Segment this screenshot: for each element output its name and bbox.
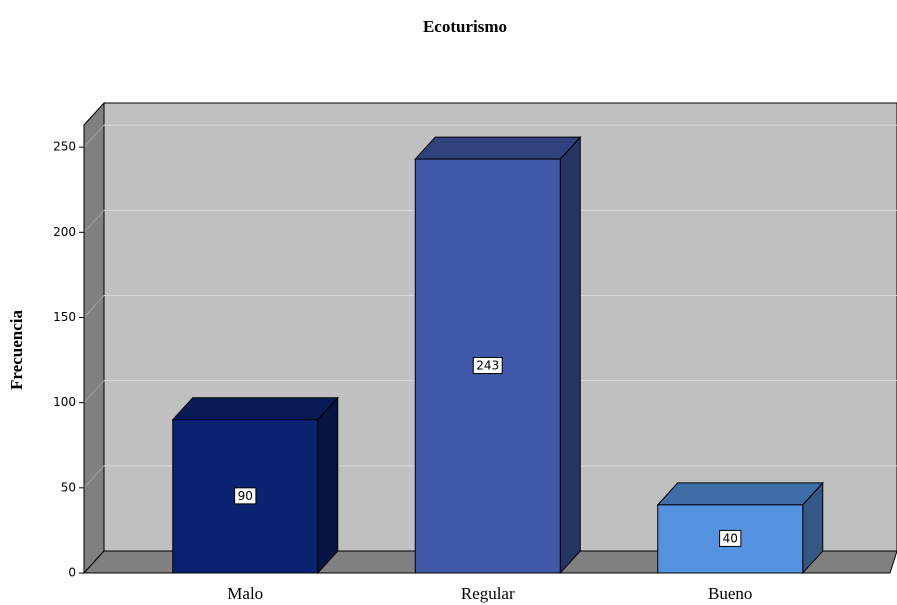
y-tick-label: 100	[53, 395, 76, 409]
bar-side	[317, 396, 339, 575]
grid-line	[83, 124, 105, 148]
value-label-box	[472, 357, 503, 375]
value-label: 90	[238, 489, 253, 503]
y-tick-label: 200	[53, 225, 76, 239]
y-tick-label: 50	[61, 480, 76, 494]
value-label-box	[234, 487, 257, 505]
y-axis-label: Frecuencia	[7, 310, 26, 390]
chart-title: Ecoturismo	[423, 17, 507, 36]
grid-line	[83, 380, 105, 403]
grid-line	[83, 209, 105, 233]
x-tick-label: Regular	[461, 584, 515, 603]
y-tick-label: 250	[53, 140, 76, 154]
grid-line	[83, 295, 105, 318]
x-tick-label: Malo	[227, 584, 263, 603]
value-label-box	[719, 529, 742, 547]
bar-top	[656, 482, 824, 506]
y-tick-label: 150	[53, 310, 76, 324]
value-label: 40	[723, 531, 738, 545]
bar-top	[414, 136, 582, 160]
x-tick-label: Bueno	[708, 584, 752, 603]
bar-side	[559, 135, 581, 575]
y-tick-label: 0	[68, 566, 76, 580]
left-wall	[83, 101, 105, 575]
bar-top	[171, 397, 339, 421]
value-label: 243	[476, 359, 499, 373]
grid-line	[83, 465, 105, 489]
